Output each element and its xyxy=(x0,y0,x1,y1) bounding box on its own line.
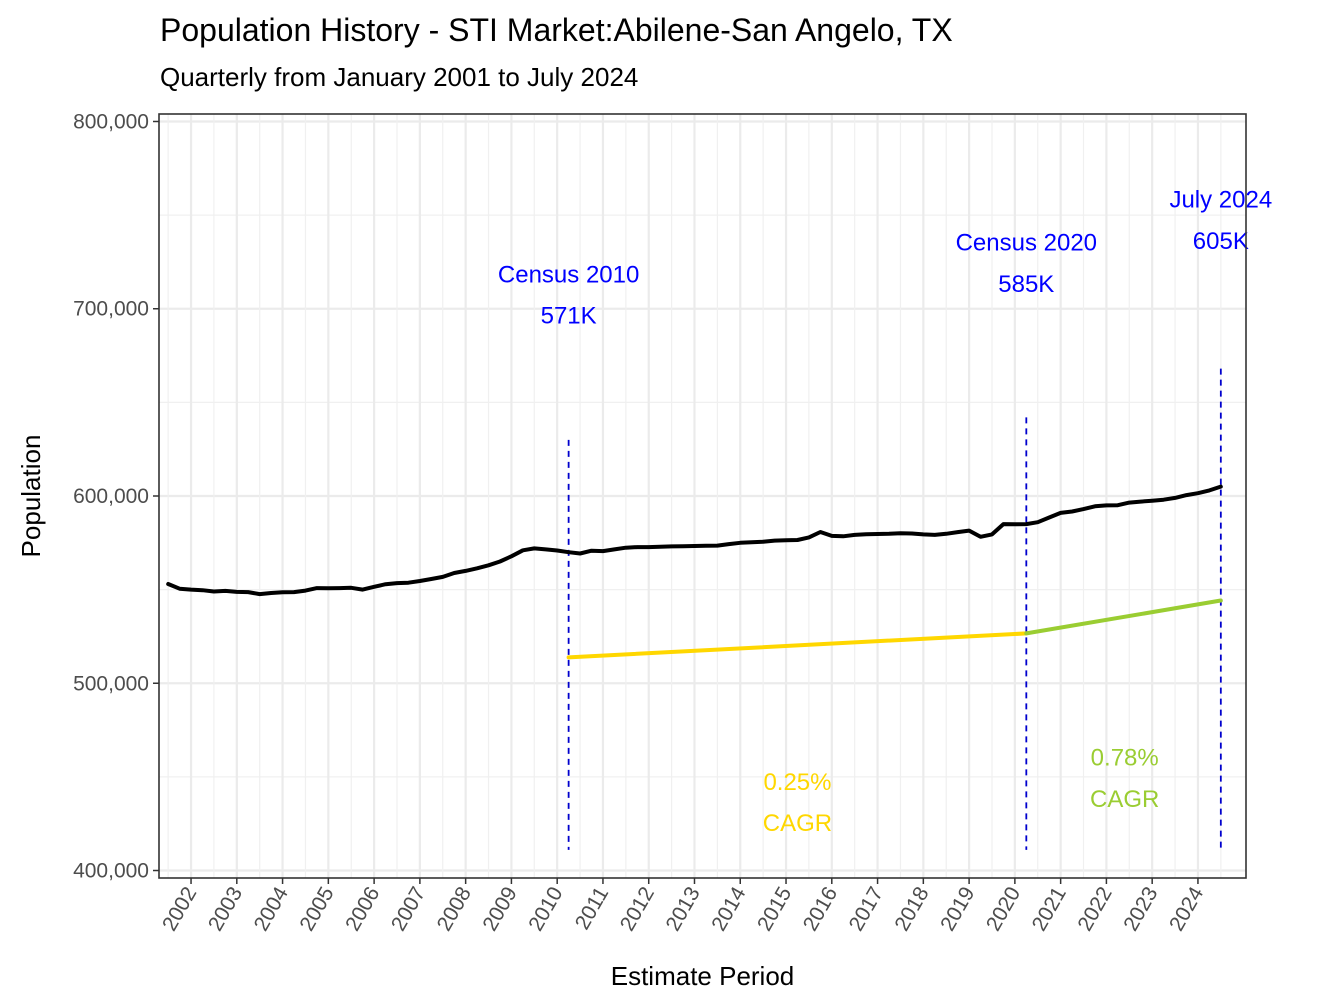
annotation-text: CAGR xyxy=(1090,786,1159,813)
x-tick-label: 2016 xyxy=(799,883,842,935)
annotation-text: 605K xyxy=(1193,228,1249,255)
x-tick-label: 2013 xyxy=(662,883,705,935)
x-tick-label: 2021 xyxy=(1028,883,1071,935)
x-tick-label: 2011 xyxy=(571,883,614,934)
x-tick-label: 2002 xyxy=(158,883,201,935)
y-axis-title: Population xyxy=(16,435,46,558)
x-tick-label: 2017 xyxy=(845,883,888,935)
plot-border xyxy=(158,113,1247,879)
annotation-text: 0.78% xyxy=(1091,745,1159,772)
x-tick-label: 2014 xyxy=(707,883,750,935)
x-tick-label: 2024 xyxy=(1165,883,1208,935)
x-tick-label: 2003 xyxy=(204,883,247,935)
population-line xyxy=(166,484,1223,597)
x-tick-label: 2023 xyxy=(1119,883,1162,935)
annotation-text: Census 2020 xyxy=(956,230,1097,257)
annotation-text: 571K xyxy=(541,303,597,330)
x-tick-label: 2010 xyxy=(524,883,567,935)
x-tick-label: 2018 xyxy=(890,883,933,935)
x-tick-label: 2019 xyxy=(936,883,979,935)
chart-subtitle: Quarterly from January 2001 to July 2024 xyxy=(160,62,639,92)
x-tick-label: 2007 xyxy=(387,883,430,935)
x-tick-label: 2004 xyxy=(250,883,293,935)
x-tick-label: 2008 xyxy=(433,883,476,935)
annotation-text: CAGR xyxy=(763,810,832,837)
x-tick-label: 2006 xyxy=(341,883,384,935)
y-tick-label: 400,000 xyxy=(73,860,149,883)
y-tick-label: 600,000 xyxy=(73,485,149,508)
x-tick-label: 2015 xyxy=(753,883,796,935)
cagr-2020-2024-line xyxy=(1024,598,1223,636)
y-tick-label: 800,000 xyxy=(73,110,149,133)
x-tick-label: 2009 xyxy=(478,883,521,935)
annotation-text: Census 2010 xyxy=(498,262,639,289)
x-axis-title: Estimate Period xyxy=(611,961,795,991)
y-tick-label: 700,000 xyxy=(73,298,149,321)
x-tick-label: 2022 xyxy=(1073,883,1116,935)
y-tick-label: 500,000 xyxy=(73,672,149,695)
annotation-text: July 2024 xyxy=(1169,187,1272,214)
x-tick-label: 2012 xyxy=(616,883,659,935)
x-tick-label: 2020 xyxy=(982,883,1025,935)
chart-title: Population History - STI Market:Abilene-… xyxy=(160,12,953,48)
x-tick-label: 2005 xyxy=(295,883,338,935)
annotation-text: 0.25% xyxy=(763,769,831,796)
cagr-2010-2020-line xyxy=(566,631,1029,660)
annotation-text: 585K xyxy=(998,271,1054,298)
